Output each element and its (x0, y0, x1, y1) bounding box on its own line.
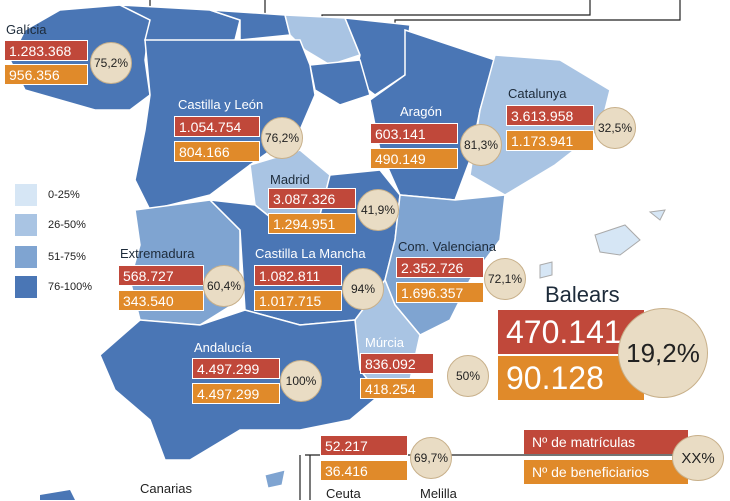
key-matriculas: Nº de matrículas (524, 430, 688, 454)
pct-valenciana: 72,1% (484, 258, 526, 300)
region-balears-menorca (648, 209, 666, 221)
matriculas-extremadura: 568.727 (118, 265, 204, 286)
beneficiarios-galicia: 956.356 (4, 64, 88, 85)
pct-castilla-mancha: 94% (342, 268, 384, 310)
pct-galicia: 75,2% (90, 42, 132, 84)
region-balears-eivissa (539, 261, 553, 279)
pct-andalucia: 100% (280, 360, 322, 402)
legend-swatch (14, 213, 38, 237)
beneficiarios-extremadura: 343.540 (118, 290, 204, 311)
region-label-andalucia: Andalucía (194, 340, 252, 355)
matriculas-valenciana: 2.352.726 (396, 257, 484, 278)
legend-row: 76-100% (14, 275, 92, 299)
legend-row: 26-50% (14, 213, 86, 237)
key-beneficiarios: Nº de beneficiarios (524, 460, 688, 484)
beneficiarios-aragon: 490.149 (370, 148, 458, 169)
region-label-extremadura: Extremadura (120, 246, 195, 261)
region-label-murcia: Múrcia (365, 335, 405, 350)
legend-row: 51-75% (14, 245, 86, 269)
matriculas-galicia: 1.283.368 (4, 40, 88, 61)
matriculas-ceuta: 52.217 (320, 435, 408, 456)
pct-madrid: 41,9% (357, 189, 399, 231)
beneficiarios-andalucia: 4.497.299 (192, 383, 280, 404)
legend-label: 0-25% (48, 189, 80, 201)
matriculas-andalucia: 4.497.299 (192, 358, 280, 379)
region-balears-mallorca (594, 224, 641, 256)
pct-aragon: 81,3% (460, 124, 502, 166)
legend-swatch (14, 183, 38, 207)
key-pct: XX% (672, 435, 724, 481)
beneficiarios-madrid: 1.294.951 (268, 213, 356, 234)
legend-label: 51-75% (48, 251, 86, 263)
legend-swatch (14, 275, 38, 299)
matriculas-catalunya: 3.613.958 (506, 105, 594, 126)
pct-castilla-leon: 76,2% (261, 117, 303, 159)
beneficiarios-catalunya: 1.173.941 (506, 130, 594, 151)
pct-extremadura: 60,4% (203, 265, 245, 307)
legend-row: 0-25% (14, 183, 80, 207)
pct-murcia: 50% (447, 355, 489, 397)
legend-label: 26-50% (48, 219, 86, 231)
region-label-castilla-leon: Castilla y León (178, 97, 264, 112)
region-label-canarias: Canarias (140, 481, 193, 496)
beneficiarios-murcia: 418.254 (360, 378, 434, 399)
region-cantabria (209, 9, 291, 41)
region-label-melilla: Melilla (420, 486, 457, 501)
pct-catalunya: 32,5% (594, 107, 636, 149)
matriculas-madrid: 3.087.326 (268, 188, 356, 209)
pct-balears: 19,2% (618, 308, 708, 398)
region-rioja (309, 59, 371, 106)
pct-ceuta: 69,7% (410, 437, 452, 479)
region-label-ceuta: Ceuta (326, 486, 361, 501)
region-ceuta (264, 469, 286, 489)
region-label-catalunya: Catalunya (508, 86, 567, 101)
beneficiarios-castilla-leon: 804.166 (174, 141, 260, 162)
matriculas-castilla-leon: 1.054.754 (174, 116, 260, 137)
matriculas-murcia: 836.092 (360, 353, 434, 374)
region-label-valenciana: Com. Valenciana (398, 239, 497, 254)
region-label-balears: Balears (545, 282, 620, 307)
region-label-galicia: Galícia (6, 22, 47, 37)
beneficiarios-castilla-mancha: 1.017.715 (254, 290, 342, 311)
legend-swatch (14, 245, 38, 269)
region-canarias (40, 490, 75, 500)
region-label-aragon: Aragón (400, 104, 442, 119)
beneficiarios-ceuta: 36.416 (320, 460, 408, 481)
legend-label: 76-100% (48, 281, 93, 293)
beneficiarios-valenciana: 1.696.357 (396, 282, 484, 303)
matriculas-aragon: 603.141 (370, 123, 458, 144)
region-label-castilla-mancha: Castilla La Mancha (255, 246, 366, 261)
region-label-madrid: Madrid (270, 172, 310, 187)
matriculas-castilla-mancha: 1.082.811 (254, 265, 342, 286)
